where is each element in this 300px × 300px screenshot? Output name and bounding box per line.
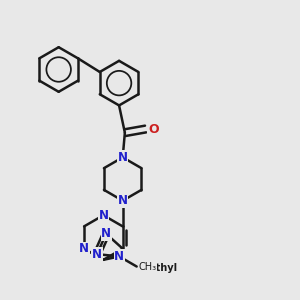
Text: N: N (98, 209, 108, 222)
Text: N: N (114, 250, 124, 263)
Text: N: N (118, 151, 128, 164)
Text: O: O (148, 122, 159, 136)
Text: N: N (101, 227, 111, 240)
Text: N: N (118, 194, 128, 207)
Text: N: N (79, 242, 89, 255)
Text: N: N (92, 248, 102, 261)
Text: methyl: methyl (139, 263, 177, 273)
Text: CH₃: CH₃ (138, 262, 156, 272)
